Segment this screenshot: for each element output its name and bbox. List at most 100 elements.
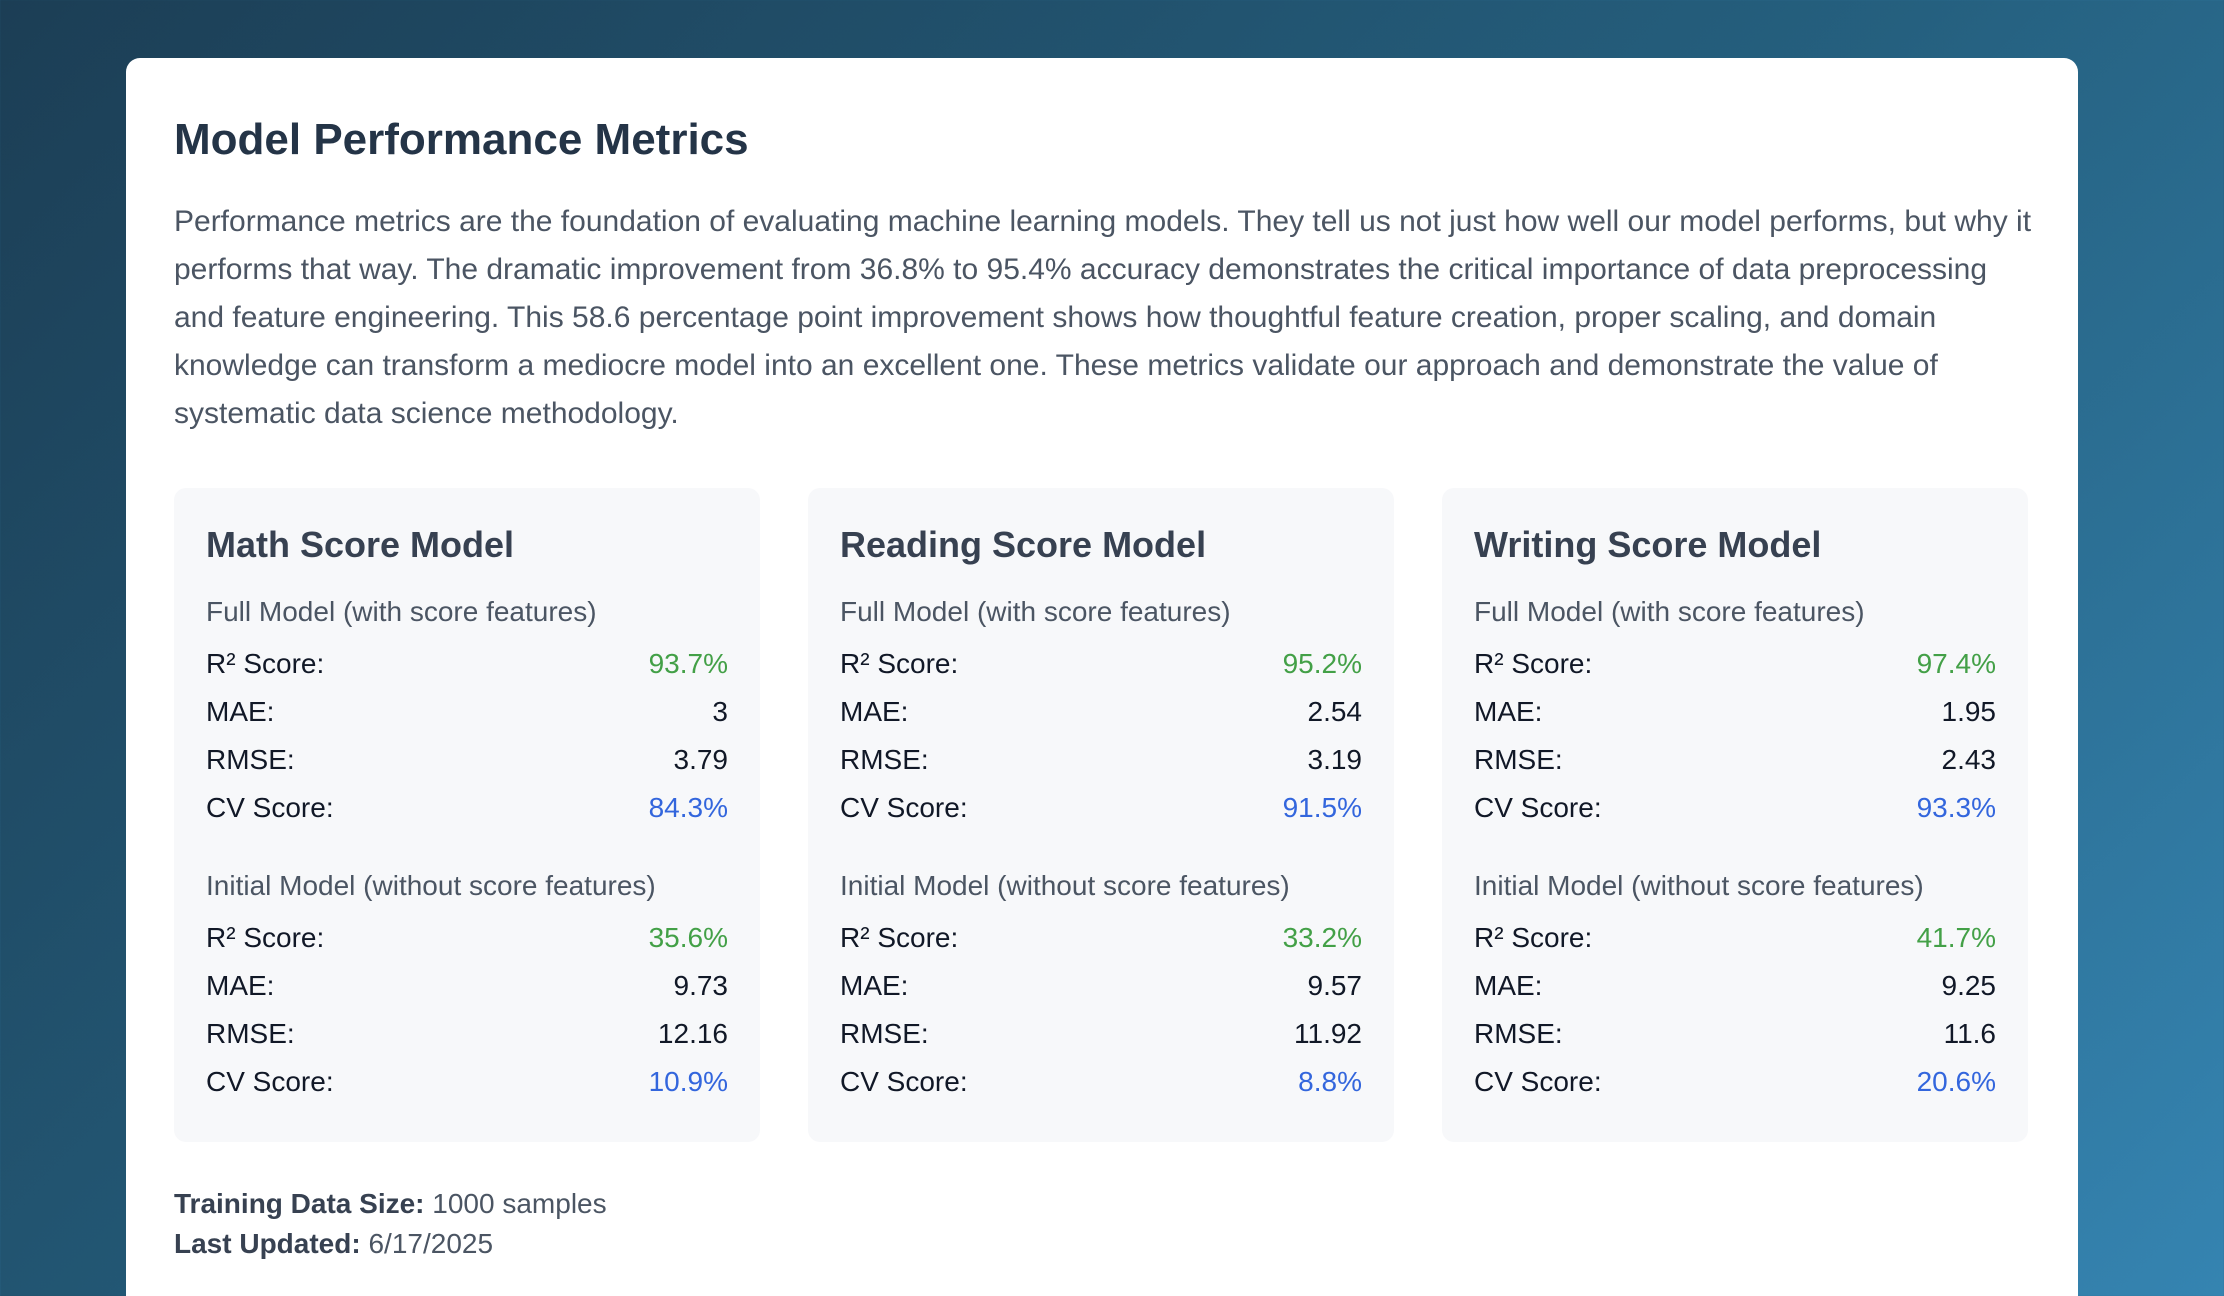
last-updated-value: 6/17/2025 (368, 1228, 494, 1259)
metric-label: MAE: (840, 970, 909, 1001)
metric-value-r2: 33.2% (1282, 922, 1362, 953)
metric-row-rmse: RMSE: 3.19 (840, 736, 1362, 784)
metric-row-mae: MAE: 2.54 (840, 688, 1362, 736)
metric-label: RMSE: (840, 1018, 929, 1049)
metric-value-mae: 2.54 (1307, 696, 1363, 727)
metric-row-r2: R² Score: 97.4% (1474, 640, 1996, 688)
metric-label: RMSE: (840, 744, 929, 775)
metric-value-cv: 20.6% (1916, 1066, 1996, 1097)
metric-row-cv: CV Score: 93.3% (1474, 784, 1996, 832)
metric-label: MAE: (840, 696, 909, 727)
metric-label: RMSE: (1474, 744, 1563, 775)
metric-row-mae: MAE: 9.57 (840, 962, 1362, 1010)
metric-label: CV Score: (1474, 792, 1602, 823)
metric-value-cv: 91.5% (1282, 792, 1362, 823)
metric-row-mae: MAE: 3 (206, 688, 728, 736)
metric-row-mae: MAE: 9.73 (206, 962, 728, 1010)
metric-value-r2: 41.7% (1916, 922, 1996, 953)
last-updated-line: Last Updated: 6/17/2025 (174, 1224, 2030, 1264)
metric-label: MAE: (1474, 970, 1543, 1001)
metric-label: CV Score: (206, 792, 334, 823)
metric-row-r2: R² Score: 93.7% (206, 640, 728, 688)
metric-value-r2: 95.2% (1282, 648, 1362, 679)
metric-label: R² Score: (206, 922, 325, 953)
metric-label: RMSE: (1474, 1018, 1563, 1049)
metric-value-mae: 9.73 (673, 970, 729, 1001)
metric-row-cv: CV Score: 91.5% (840, 784, 1362, 832)
metric-label: RMSE: (206, 744, 295, 775)
metric-label: R² Score: (840, 648, 959, 679)
metric-label: CV Score: (206, 1066, 334, 1097)
full-model-heading: Full Model (with score features) (840, 596, 1231, 627)
training-size-label: Training Data Size: (174, 1188, 425, 1219)
metric-value-cv: 10.9% (648, 1066, 728, 1097)
metric-value-mae: 1.95 (1941, 696, 1997, 727)
model-panel-math: Math Score Model Full Model (with score … (174, 488, 760, 1142)
training-size-line: Training Data Size: 1000 samples (174, 1184, 2030, 1224)
metric-row-rmse: RMSE: 11.6 (1474, 1010, 1996, 1058)
metric-row-cv: CV Score: 20.6% (1474, 1058, 1996, 1106)
metric-value-cv: 84.3% (648, 792, 728, 823)
metric-value-cv: 93.3% (1916, 792, 1996, 823)
metric-value-r2: 35.6% (648, 922, 728, 953)
initial-model-metrics: R² Score: 33.2% MAE: 9.57 RMSE: 11.92 CV… (840, 914, 1362, 1106)
metric-value-rmse: 3.79 (673, 744, 729, 775)
metric-value-mae: 3 (712, 696, 728, 727)
metric-row-cv: CV Score: 10.9% (206, 1058, 728, 1106)
initial-model-heading: Initial Model (without score features) (206, 870, 656, 901)
initial-model-metrics: R² Score: 41.7% MAE: 9.25 RMSE: 11.6 CV … (1474, 914, 1996, 1106)
metric-label: CV Score: (840, 792, 968, 823)
metric-label: CV Score: (1474, 1066, 1602, 1097)
metric-value-rmse: 3.19 (1307, 744, 1363, 775)
full-model-heading: Full Model (with score features) (206, 596, 597, 627)
metric-row-rmse: RMSE: 11.92 (840, 1010, 1362, 1058)
full-model-heading: Full Model (with score features) (1474, 596, 1865, 627)
metric-label: MAE: (206, 696, 275, 727)
metric-value-rmse: 11.92 (1294, 1018, 1362, 1049)
page-title: Model Performance Metrics (174, 115, 749, 164)
metric-label: R² Score: (840, 922, 959, 953)
metric-value-rmse: 11.6 (1943, 1018, 1996, 1049)
last-updated-label: Last Updated: (174, 1228, 361, 1259)
metric-label: R² Score: (1474, 648, 1593, 679)
model-panel-writing: Writing Score Model Full Model (with sco… (1442, 488, 2028, 1142)
metric-row-r2: R² Score: 35.6% (206, 914, 728, 962)
full-model-metrics: R² Score: 97.4% MAE: 1.95 RMSE: 2.43 CV … (1474, 640, 1996, 832)
metric-label: MAE: (206, 970, 275, 1001)
model-title: Math Score Model (206, 524, 515, 565)
initial-model-metrics: R² Score: 35.6% MAE: 9.73 RMSE: 12.16 CV… (206, 914, 728, 1106)
metric-row-rmse: RMSE: 12.16 (206, 1010, 728, 1058)
training-size-value: 1000 samples (432, 1188, 607, 1219)
model-title: Writing Score Model (1474, 524, 1822, 565)
metric-row-rmse: RMSE: 3.79 (206, 736, 728, 784)
metric-value-rmse: 12.16 (657, 1018, 728, 1049)
model-panel-reading: Reading Score Model Full Model (with sco… (808, 488, 1394, 1142)
metric-row-r2: R² Score: 95.2% (840, 640, 1362, 688)
metric-label: R² Score: (1474, 922, 1593, 953)
initial-model-heading: Initial Model (without score features) (1474, 870, 1924, 901)
model-title: Reading Score Model (840, 524, 1207, 565)
metrics-card: Model Performance Metrics Performance me… (126, 58, 2078, 1296)
metric-value-cv: 8.8% (1298, 1066, 1362, 1097)
intro-paragraph: Performance metrics are the foundation o… (174, 205, 2032, 430)
metric-row-mae: MAE: 1.95 (1474, 688, 1996, 736)
metric-value-rmse: 2.43 (1941, 744, 1997, 775)
metric-value-r2: 97.4% (1916, 648, 1996, 679)
model-panels: Math Score Model Full Model (with score … (174, 488, 2030, 1142)
metric-label: CV Score: (840, 1066, 968, 1097)
metric-label: MAE: (1474, 696, 1543, 727)
full-model-metrics: R² Score: 93.7% MAE: 3 RMSE: 3.79 CV Sco… (206, 640, 728, 832)
metric-value-mae: 9.25 (1941, 970, 1997, 1001)
metric-value-mae: 9.57 (1307, 970, 1363, 1001)
metric-row-r2: R² Score: 41.7% (1474, 914, 1996, 962)
footer-info: Training Data Size: 1000 samples Last Up… (174, 1184, 2030, 1264)
metric-row-cv: CV Score: 8.8% (840, 1058, 1362, 1106)
initial-model-heading: Initial Model (without score features) (840, 870, 1290, 901)
metric-row-cv: CV Score: 84.3% (206, 784, 728, 832)
metric-label: RMSE: (206, 1018, 295, 1049)
metric-value-r2: 93.7% (648, 648, 728, 679)
metric-row-r2: R² Score: 33.2% (840, 914, 1362, 962)
metric-label: R² Score: (206, 648, 325, 679)
metric-row-rmse: RMSE: 2.43 (1474, 736, 1996, 784)
full-model-metrics: R² Score: 95.2% MAE: 2.54 RMSE: 3.19 CV … (840, 640, 1362, 832)
